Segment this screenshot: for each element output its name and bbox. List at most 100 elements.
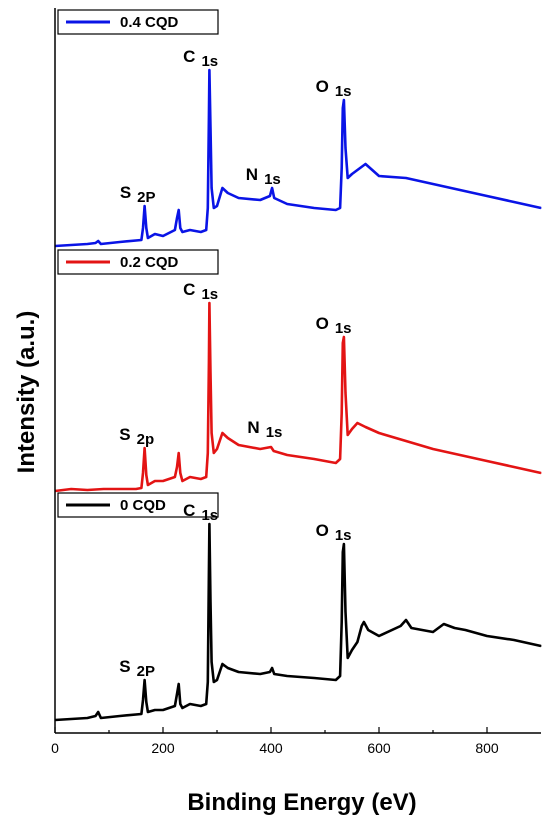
- data-point: [181, 231, 183, 233]
- data-point: [454, 627, 456, 629]
- data-point: [207, 681, 209, 683]
- data-point: [144, 447, 146, 449]
- data-point: [213, 452, 215, 454]
- peak-label-c: C: [183, 47, 195, 66]
- data-point: [211, 432, 213, 434]
- data-point: [313, 677, 315, 679]
- data-point: [70, 488, 72, 490]
- data-point: [405, 440, 407, 442]
- peak-sublabel-o: 1s: [335, 83, 352, 100]
- data-point: [208, 523, 210, 525]
- data-point: [313, 458, 315, 460]
- data-point: [273, 450, 275, 452]
- data-point: [174, 705, 176, 707]
- data-point: [100, 717, 102, 719]
- series-0-cqd: 0 CQD S 2P C 1s O 1s: [54, 492, 542, 722]
- data-point: [238, 444, 240, 446]
- data-point: [347, 177, 349, 179]
- data-point: [344, 611, 347, 613]
- data-point: [259, 673, 261, 675]
- data-point: [189, 476, 191, 478]
- data-point: [86, 489, 88, 491]
- data-point: [205, 476, 207, 478]
- data-point: [147, 237, 149, 239]
- data-point: [486, 460, 488, 462]
- series-line: [54, 522, 542, 722]
- data-point: [344, 147, 347, 149]
- data-point: [269, 671, 271, 673]
- data-point: [145, 701, 147, 703]
- data-point: [119, 715, 121, 717]
- data-point: [238, 671, 240, 673]
- peak-sublabel-o: 1s: [335, 320, 352, 337]
- data-point: [145, 227, 147, 229]
- data-point: [513, 201, 515, 203]
- data-point: [103, 488, 105, 490]
- data-point: [540, 645, 542, 647]
- data-point: [356, 641, 358, 643]
- data-point: [208, 362, 210, 364]
- peak-label-c: C: [183, 501, 195, 520]
- peak-label-n: N: [247, 418, 259, 437]
- x-tick-label-400: 400: [259, 740, 283, 756]
- data-point: [367, 629, 369, 631]
- data-point: [405, 177, 407, 179]
- peak-sublabel-o: 1s: [335, 527, 352, 544]
- peak-sublabel-c: 1s: [201, 286, 218, 303]
- data-point: [363, 621, 365, 623]
- data-point: [208, 117, 210, 119]
- data-point: [189, 229, 191, 231]
- data-point: [432, 183, 434, 185]
- data-point: [221, 187, 223, 189]
- data-point: [147, 711, 149, 713]
- data-point: [410, 627, 412, 629]
- peak-label-o: O: [316, 77, 329, 96]
- data-point: [378, 635, 380, 637]
- series-line: [54, 301, 542, 493]
- data-point: [351, 173, 353, 175]
- data-point: [176, 466, 178, 468]
- data-point: [335, 679, 337, 681]
- data-point: [211, 661, 213, 663]
- data-point: [97, 240, 99, 242]
- peak-label-o: O: [316, 314, 329, 333]
- peak-sublabel-c: 1s: [201, 507, 218, 524]
- data-point: [154, 709, 156, 711]
- peak-label-s: S: [119, 425, 130, 444]
- data-point: [400, 625, 402, 627]
- data-point: [443, 623, 445, 625]
- data-point: [86, 243, 88, 245]
- data-point: [70, 244, 72, 246]
- data-point: [364, 163, 367, 165]
- data-point: [181, 707, 183, 709]
- data-point: [271, 667, 273, 669]
- peak-sublabel-c: 1s: [201, 53, 218, 70]
- data-point: [162, 235, 164, 237]
- data-point: [94, 242, 97, 244]
- data-point: [459, 454, 461, 456]
- data-point: [140, 713, 142, 715]
- peak-sublabel-s: 2p: [137, 431, 155, 448]
- data-point: [208, 69, 210, 71]
- data-point: [119, 241, 121, 243]
- data-point: [378, 432, 380, 434]
- data-point: [162, 480, 164, 482]
- x-tick-label-0: 0: [51, 740, 59, 756]
- peak-label-s: S: [119, 657, 130, 676]
- data-point: [205, 229, 207, 231]
- data-point: [227, 437, 229, 439]
- data-point: [178, 209, 180, 211]
- data-point: [140, 487, 142, 489]
- data-point: [174, 229, 176, 231]
- data-point: [97, 711, 99, 713]
- data-point: [339, 675, 341, 677]
- data-point: [335, 209, 337, 211]
- data-point: [144, 679, 146, 681]
- data-point: [351, 428, 353, 430]
- data-point: [154, 480, 156, 482]
- data-point: [178, 452, 180, 454]
- data-point: [342, 342, 344, 344]
- data-point: [335, 462, 337, 464]
- data-point: [142, 227, 144, 229]
